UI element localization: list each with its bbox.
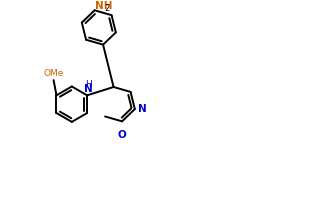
- Text: N: N: [138, 104, 147, 114]
- Text: H: H: [85, 80, 92, 89]
- Text: N: N: [84, 84, 93, 94]
- Text: 2: 2: [104, 4, 109, 14]
- Text: NH: NH: [95, 1, 112, 11]
- Text: OMe: OMe: [44, 69, 64, 78]
- Text: O: O: [118, 130, 126, 139]
